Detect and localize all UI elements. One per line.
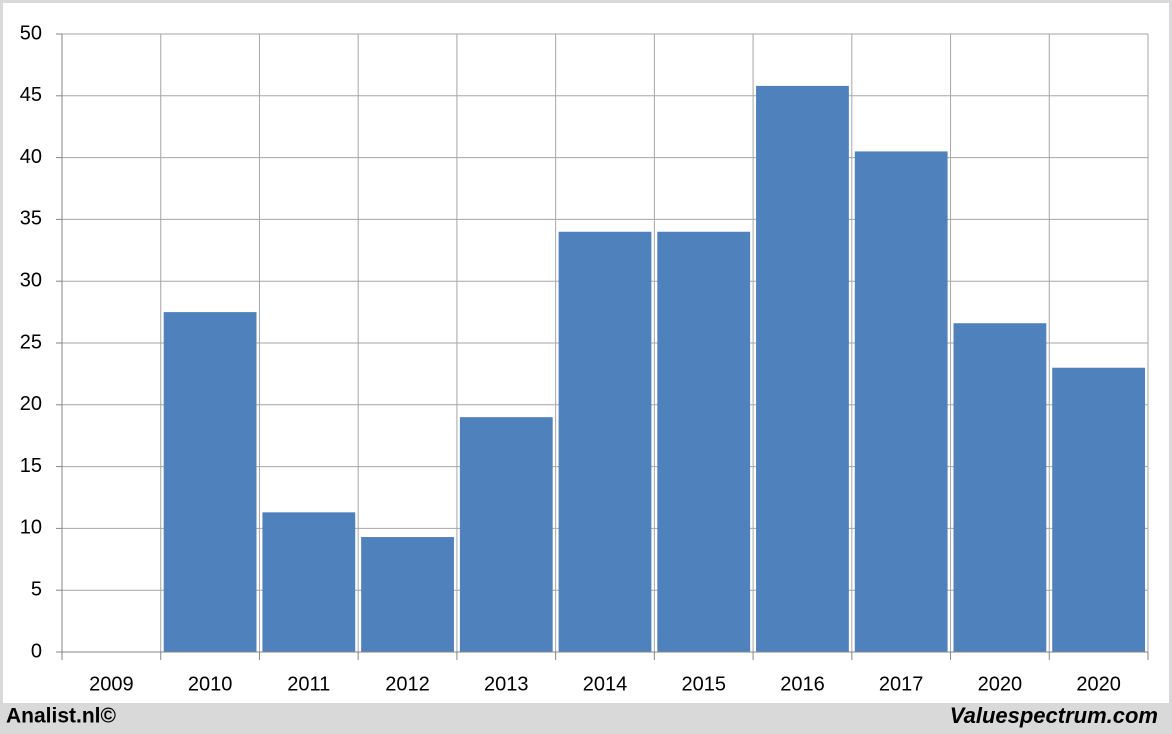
- x-tick-label: 2014: [583, 673, 628, 695]
- bar: [361, 537, 454, 652]
- y-tick-label: 45: [20, 84, 42, 106]
- bar: [657, 231, 751, 652]
- y-tick-label: 0: [31, 640, 42, 662]
- y-tick-label: 35: [20, 208, 42, 230]
- bar: [756, 85, 849, 653]
- x-tick-label: 2010: [188, 673, 233, 695]
- bar: [558, 231, 652, 652]
- bar: [459, 417, 553, 652]
- x-tick-label: 2012: [385, 673, 430, 695]
- bar: [163, 312, 257, 652]
- y-tick-label: 10: [20, 517, 42, 539]
- x-tick-label: 2017: [879, 673, 924, 695]
- y-tick-label: 30: [20, 269, 42, 291]
- footer-right: Valuespectrum.com: [950, 703, 1158, 728]
- bar: [854, 151, 948, 653]
- x-tick-label: 2015: [681, 673, 726, 695]
- bar: [1052, 367, 1146, 652]
- y-tick-label: 40: [20, 146, 42, 168]
- y-tick-label: 25: [20, 331, 42, 353]
- x-tick-label: 2009: [89, 673, 134, 695]
- x-tick-label: 2016: [780, 673, 825, 695]
- x-tick-label: 2011: [287, 673, 330, 695]
- x-tick-label: 2020: [1076, 673, 1121, 695]
- y-tick-label: 5: [31, 578, 42, 600]
- y-tick-label: 20: [20, 393, 42, 415]
- bar: [953, 323, 1047, 652]
- footer-left: Analist.nl©: [6, 705, 117, 728]
- bar: [262, 512, 356, 652]
- y-tick-label: 50: [20, 22, 42, 44]
- x-tick-label: 2020: [978, 673, 1023, 695]
- x-tick-label: 2013: [484, 673, 529, 695]
- y-tick-label: 15: [20, 455, 42, 477]
